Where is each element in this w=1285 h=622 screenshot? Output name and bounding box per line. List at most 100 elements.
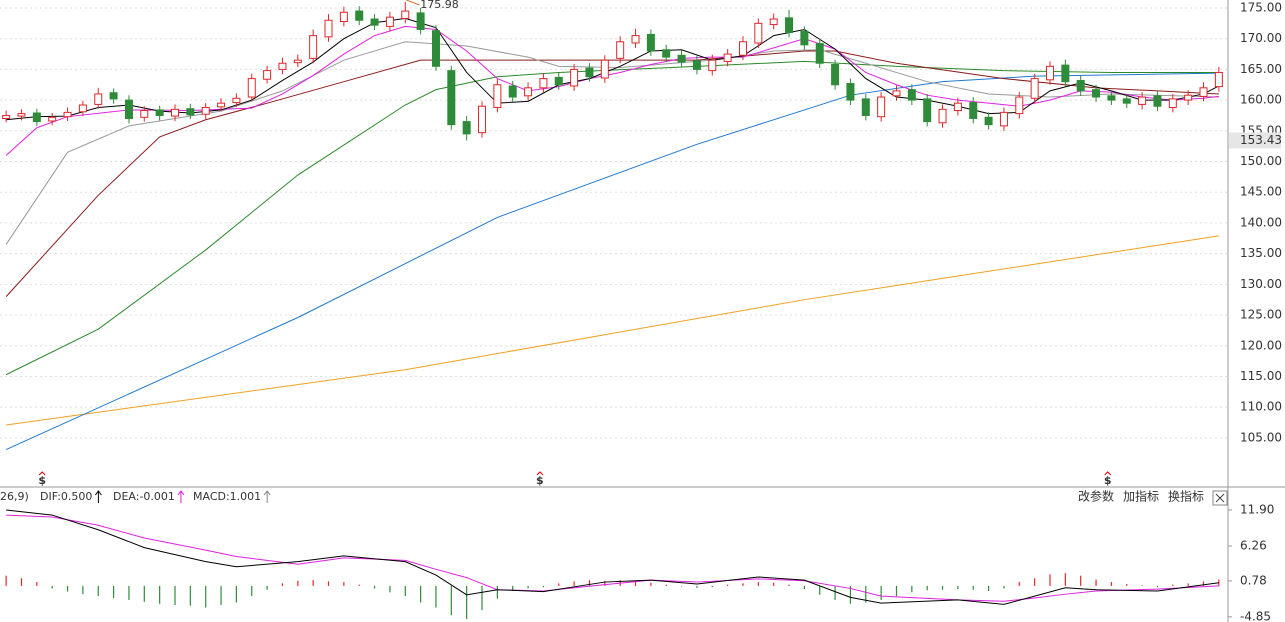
candle-body: [539, 78, 548, 89]
toolbar-button[interactable]: 改参数: [1078, 489, 1114, 504]
candle-body: [293, 59, 302, 64]
candle-body: [431, 30, 440, 67]
price-label: 153.43: [1240, 133, 1282, 147]
event-marker: $: [536, 474, 544, 487]
candle-body: [1153, 95, 1162, 107]
candle-body: [17, 113, 26, 117]
candle-body: [1076, 79, 1085, 92]
y-tick-label: 150.00: [1240, 154, 1282, 168]
indicator-line: [6, 235, 1219, 426]
candle-body: [1199, 87, 1208, 97]
candle-body: [769, 18, 778, 26]
high-annotation: 175.98: [420, 0, 459, 11]
candle-body: [416, 12, 425, 30]
candle-body: [616, 41, 625, 59]
candle-body: [708, 59, 717, 72]
y-tick-label: 135.00: [1240, 246, 1282, 260]
event-caret: [536, 471, 544, 476]
candle-body: [462, 121, 471, 135]
candle-body: [63, 111, 72, 118]
candle-body: [969, 102, 978, 120]
y-tick-label: 140.00: [1240, 215, 1282, 229]
indicator-line: [5, 50, 1219, 297]
candle-body: [677, 54, 686, 63]
candle-body: [631, 35, 640, 44]
candle-body: [508, 85, 517, 98]
candle-body: [78, 104, 87, 113]
candle-body: [1184, 94, 1193, 101]
candle-body: [831, 63, 840, 86]
candle-body: [554, 76, 563, 86]
candle-body: [339, 11, 348, 22]
candle-body: [1015, 96, 1024, 115]
y-tick-label: 120.00: [1240, 338, 1282, 352]
indicator-line: [6, 514, 1219, 602]
candle-body: [232, 97, 241, 104]
candle-body: [109, 92, 118, 100]
candle-body: [999, 111, 1008, 127]
candle-body: [953, 102, 962, 112]
candle-body: [447, 70, 456, 126]
legend-entry: DIF:0.500: [40, 490, 92, 503]
candle-body: [247, 78, 256, 98]
y-tick-label: 160.00: [1240, 93, 1282, 107]
y-tick-label: 125.00: [1240, 308, 1282, 322]
candle-body: [815, 43, 824, 64]
candle-body: [907, 89, 916, 101]
candle-body: [1107, 95, 1116, 101]
y-tick-label: 105.00: [1240, 430, 1282, 444]
candle-body: [600, 59, 609, 79]
candle-body: [217, 102, 226, 108]
candle-body: [278, 62, 287, 70]
candle-body: [1122, 98, 1131, 104]
candle-body: [723, 53, 732, 62]
toolbar-button[interactable]: 换指标: [1168, 489, 1204, 504]
candle-body: [309, 35, 318, 59]
candle-body: [662, 49, 671, 58]
y-tick-label: 115.00: [1240, 369, 1282, 383]
event-caret: [38, 471, 46, 476]
candle-body: [892, 90, 901, 97]
candle-body: [186, 108, 195, 116]
candle-body: [1138, 96, 1147, 105]
close-icon: [1215, 493, 1225, 503]
candle-body: [738, 41, 747, 56]
candle-body: [385, 16, 394, 27]
candle-body: [785, 17, 794, 34]
candle-body: [938, 108, 947, 124]
y-tick-label: 6.26: [1240, 538, 1267, 552]
candle-body: [1061, 64, 1070, 83]
y-tick-label: 130.00: [1240, 277, 1282, 291]
y-tick-label: 175.00: [1240, 0, 1282, 14]
candle-body: [263, 70, 272, 80]
price-label-bg: [1229, 132, 1281, 149]
candle-body: [984, 116, 993, 126]
candle-body: [48, 116, 57, 122]
indicator-line: [6, 17, 1220, 121]
toolbar-button[interactable]: 加指标: [1123, 489, 1159, 504]
y-tick-label: -4.85: [1240, 609, 1271, 622]
candle-body: [94, 93, 103, 105]
candle-body: [692, 60, 701, 70]
candle-body: [923, 98, 932, 123]
event-marker: $: [38, 474, 46, 487]
indicator-line: [5, 60, 1219, 376]
y-tick-label: 110.00: [1240, 400, 1282, 414]
candle-body: [846, 83, 855, 101]
candle-body: [171, 108, 179, 117]
macd-params: 26,9): [0, 490, 29, 503]
y-tick-label: 165.00: [1240, 62, 1282, 76]
candle-body: [493, 84, 502, 108]
candle-body: [754, 22, 763, 44]
candle-body: [32, 112, 41, 123]
annotation-arrow: [406, 0, 420, 6]
y-tick-label: 170.00: [1240, 31, 1282, 45]
indicator-line: [5, 72, 1219, 450]
candle-body: [1046, 65, 1054, 81]
candle-body: [155, 109, 164, 116]
candle-body: [370, 18, 379, 26]
event-caret: [1104, 471, 1112, 476]
candle-body: [570, 68, 579, 87]
candle-body: [877, 96, 886, 118]
